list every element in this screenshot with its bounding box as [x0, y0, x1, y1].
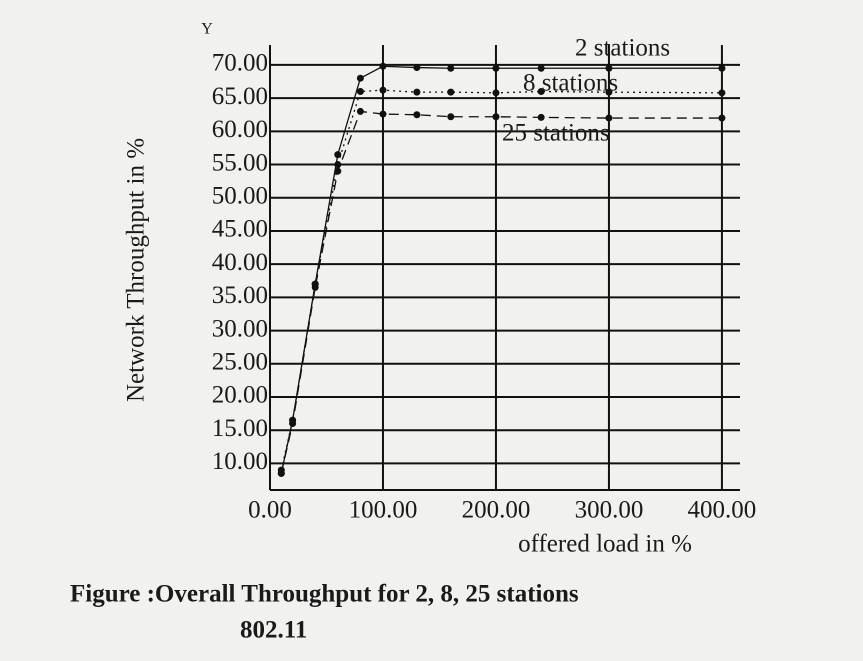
data-point — [537, 64, 545, 72]
data-point — [413, 64, 421, 72]
y-tick-label: 65.00 — [212, 83, 268, 110]
data-point — [537, 113, 545, 121]
y-tick-label: 55.00 — [212, 149, 268, 176]
series-label: 2 stations — [575, 35, 670, 62]
data-point — [356, 87, 364, 95]
data-point — [289, 420, 297, 428]
data-point — [413, 88, 421, 96]
y-tick-label: 45.00 — [212, 216, 268, 243]
x-axis-label: offered load in % — [518, 531, 692, 558]
y-axis-label: Network Throughput in % — [123, 138, 150, 402]
data-point — [718, 64, 726, 72]
caption-line2: 802.11 — [240, 617, 307, 644]
x-tick-label: 300.00 — [575, 497, 644, 524]
data-point — [334, 161, 342, 169]
data-point — [447, 88, 455, 96]
data-point — [447, 113, 455, 121]
data-point — [605, 114, 613, 122]
data-point — [334, 167, 342, 175]
y-tick-label: 35.00 — [212, 282, 268, 309]
caption: Figure :Overall Throughput for 2, 8, 25 … — [70, 581, 579, 608]
series-label: 25 stations — [502, 120, 610, 147]
data-point — [413, 111, 421, 119]
data-point — [356, 107, 364, 115]
data-point — [356, 74, 364, 82]
data-point — [447, 64, 455, 72]
y-tick-label: 20.00 — [212, 382, 268, 409]
data-point — [605, 88, 613, 96]
data-point — [379, 86, 387, 94]
data-point — [334, 151, 342, 159]
x-tick-label: 400.00 — [688, 497, 757, 524]
data-point — [492, 64, 500, 72]
series-line — [280, 89, 722, 471]
data-point — [492, 113, 500, 121]
data-point — [718, 89, 726, 97]
y-tick-label: 25.00 — [212, 349, 268, 376]
y-tick-label: 40.00 — [212, 249, 268, 276]
x-tick-label: 200.00 — [462, 497, 531, 524]
data-point — [492, 89, 500, 97]
y-tick-label: 30.00 — [212, 315, 268, 342]
y-tick-label: 10.00 — [212, 448, 268, 475]
axis-letter: Y — [201, 21, 213, 38]
data-point — [277, 469, 285, 477]
data-point — [379, 62, 387, 70]
x-tick-label: 0.00 — [248, 497, 292, 524]
x-tick-label: 100.00 — [349, 497, 418, 524]
series-label: 8 stations — [523, 70, 618, 97]
series-line — [280, 110, 722, 474]
y-tick-label: 15.00 — [212, 415, 268, 442]
data-point — [537, 87, 545, 95]
data-point — [605, 64, 613, 72]
data-point — [718, 114, 726, 122]
y-tick-label: 60.00 — [212, 116, 268, 143]
y-tick-label: 50.00 — [212, 182, 268, 209]
data-point — [379, 110, 387, 118]
y-tick-label: 70.00 — [212, 50, 268, 77]
data-point — [311, 283, 319, 291]
